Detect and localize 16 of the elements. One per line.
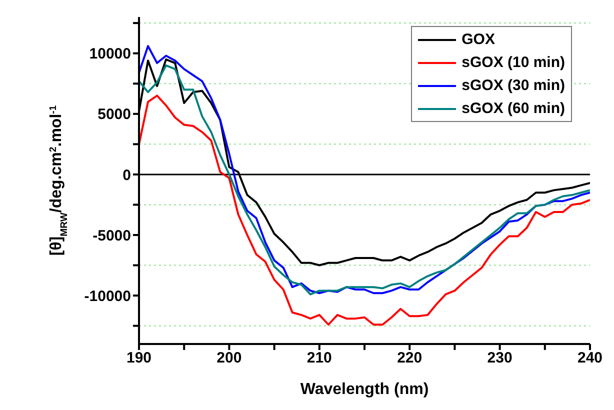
legend-label: sGOX (60 min) [462,100,565,117]
y-tick-label: 10000 [89,46,131,63]
legend-label: GOX [462,31,495,48]
x-tick-label: 240 [577,350,603,367]
x-tick-label: 200 [216,350,242,367]
y-tick-label: -5000 [92,227,131,244]
x-tick-label: 230 [487,350,512,367]
x-tick-label: 190 [126,350,152,367]
x-tick-label: 220 [397,350,422,367]
x-tick-label: 210 [306,350,332,367]
y-tick-label: -10000 [84,288,131,305]
y-tick-label: 0 [122,166,131,184]
x-axis-title: Wavelength (nm) [300,381,429,398]
legend-label: sGOX (10 min) [462,54,565,71]
legend-label: sGOX (30 min) [462,77,565,94]
y-tick-label: 5000 [98,106,131,124]
